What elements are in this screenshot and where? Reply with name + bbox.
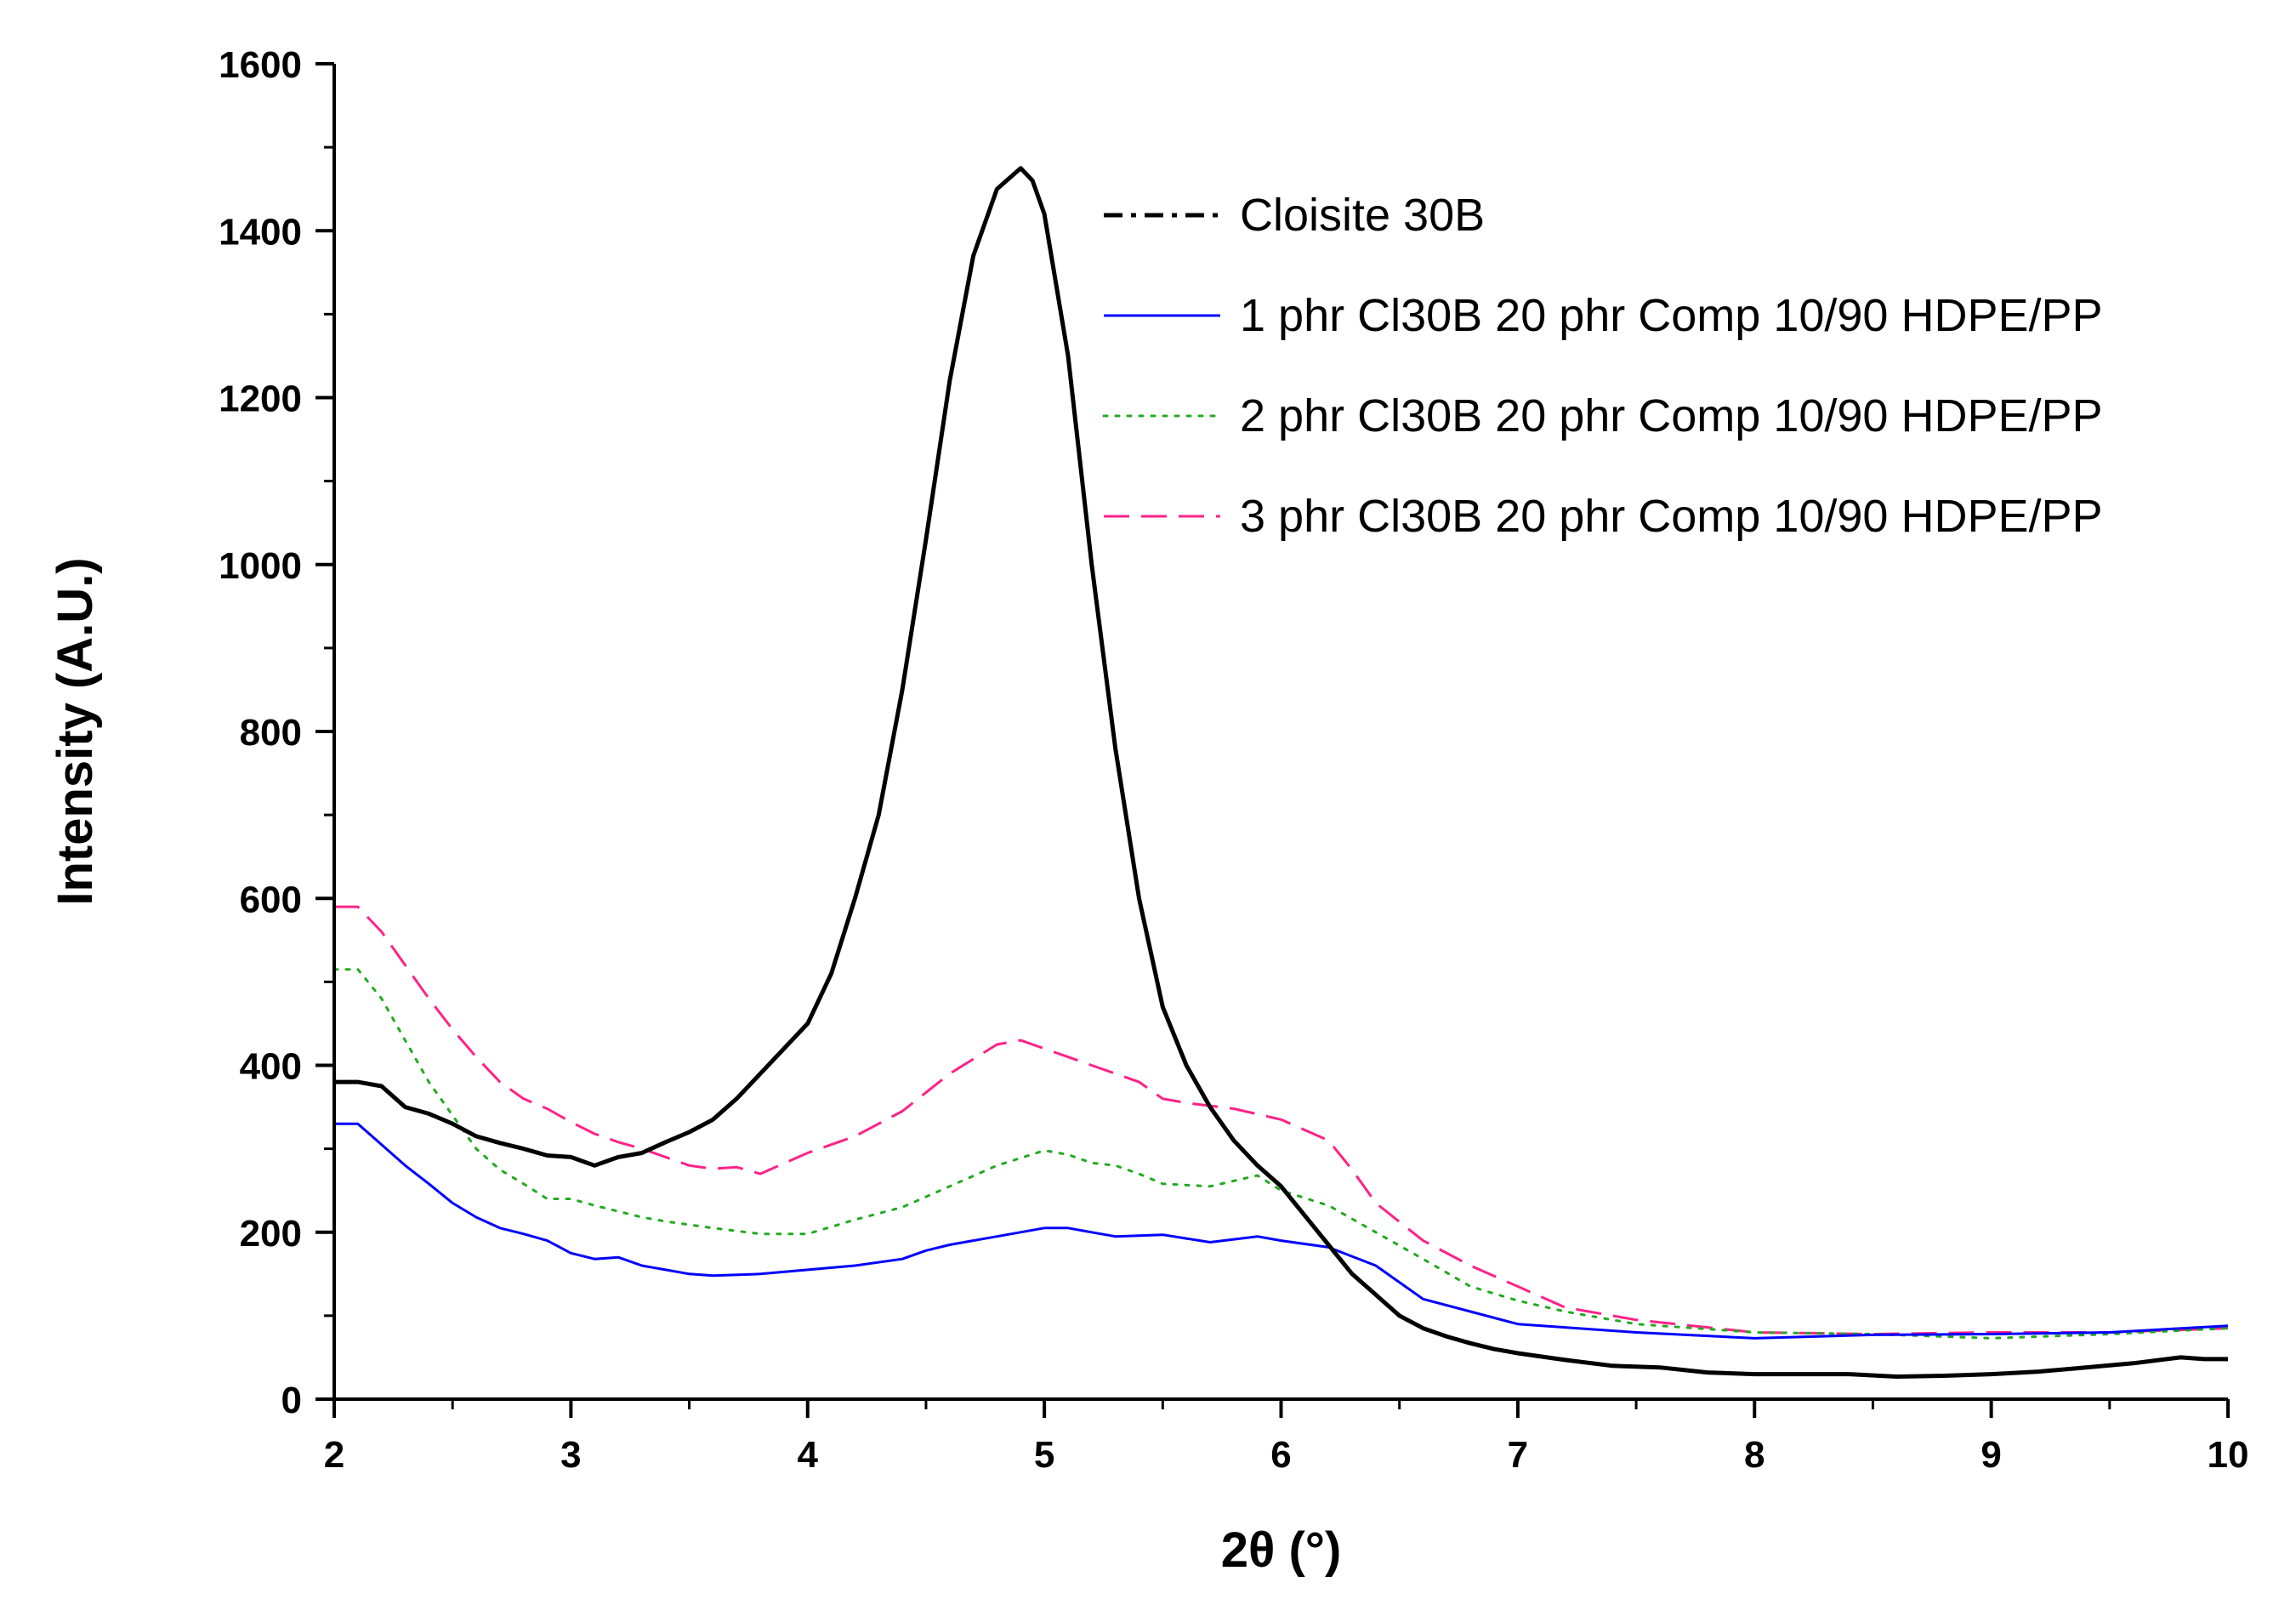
series-line-3-phr-cl30b-20-phr-comp-10-90-hdpe-pp <box>334 905 2229 1335</box>
x-tick-label-10: 10 <box>2208 1434 2249 1476</box>
legend: Cloisite 30B 1 phr Cl30B 20 phr Comp 10/9… <box>1102 190 2103 542</box>
y-tick-label-800: 800 <box>240 712 302 754</box>
x-tick-label-5: 5 <box>1034 1434 1054 1476</box>
legend-label-3-phr-cl30b-20-phr-comp-10-90-hdpe-pp: 3 phr Cl30B 20 phr Comp 10/90 HDPE/PP <box>1240 491 2103 542</box>
x-tick-label-9: 9 <box>1981 1434 2001 1476</box>
legend-label-cloisite-30b: Cloisite 30B <box>1240 190 1485 241</box>
series-line-2-phr-cl30b-20-phr-comp-10-90-hdpe-pp <box>332 968 2230 1340</box>
series-line-cloisite-30b <box>334 166 2228 1379</box>
y-tick-label-1200: 1200 <box>219 378 302 420</box>
x-tick-label-7: 7 <box>1508 1434 1528 1476</box>
y-tick-label-200: 200 <box>240 1213 302 1255</box>
y-tick-label-400: 400 <box>240 1046 302 1088</box>
x-tick-label-6: 6 <box>1270 1434 1291 1476</box>
x-tick-label-3: 3 <box>560 1434 581 1476</box>
legend-label-2-phr-cl30b-20-phr-comp-10-90-hdpe-pp: 2 phr Cl30B 20 phr Comp 10/90 HDPE/PP <box>1240 390 2103 441</box>
y-tick-label-1000: 1000 <box>219 545 302 587</box>
x-tick-label-4: 4 <box>798 1434 819 1476</box>
x-tick-label-8: 8 <box>1744 1434 1765 1476</box>
axes-layer: 2 3 4 5 6 7 8 9 10 0 200 400 600 800 1000 1200 1400 1600 2… <box>48 44 2248 1578</box>
series-layer <box>332 166 2230 1379</box>
y-tick-label-1600: 1600 <box>219 44 302 86</box>
x-axis-title: 2θ (°) <box>1221 1522 1342 1578</box>
series-line-1-phr-cl30b-20-phr-comp-10-90-hdpe-pp <box>334 1122 2229 1340</box>
y-tick-label-1400: 1400 <box>219 211 302 253</box>
y-tick-label-600: 600 <box>240 879 302 920</box>
x-tick-label-2: 2 <box>324 1434 344 1476</box>
y-tick-label-0: 0 <box>281 1380 302 1421</box>
y-axis-title: Intensity (A.U.) <box>48 557 103 905</box>
legend-label-1-phr-cl30b-20-phr-comp-10-90-hdpe-pp: 1 phr Cl30B 20 phr Comp 10/90 HDPE/PP <box>1240 290 2103 341</box>
